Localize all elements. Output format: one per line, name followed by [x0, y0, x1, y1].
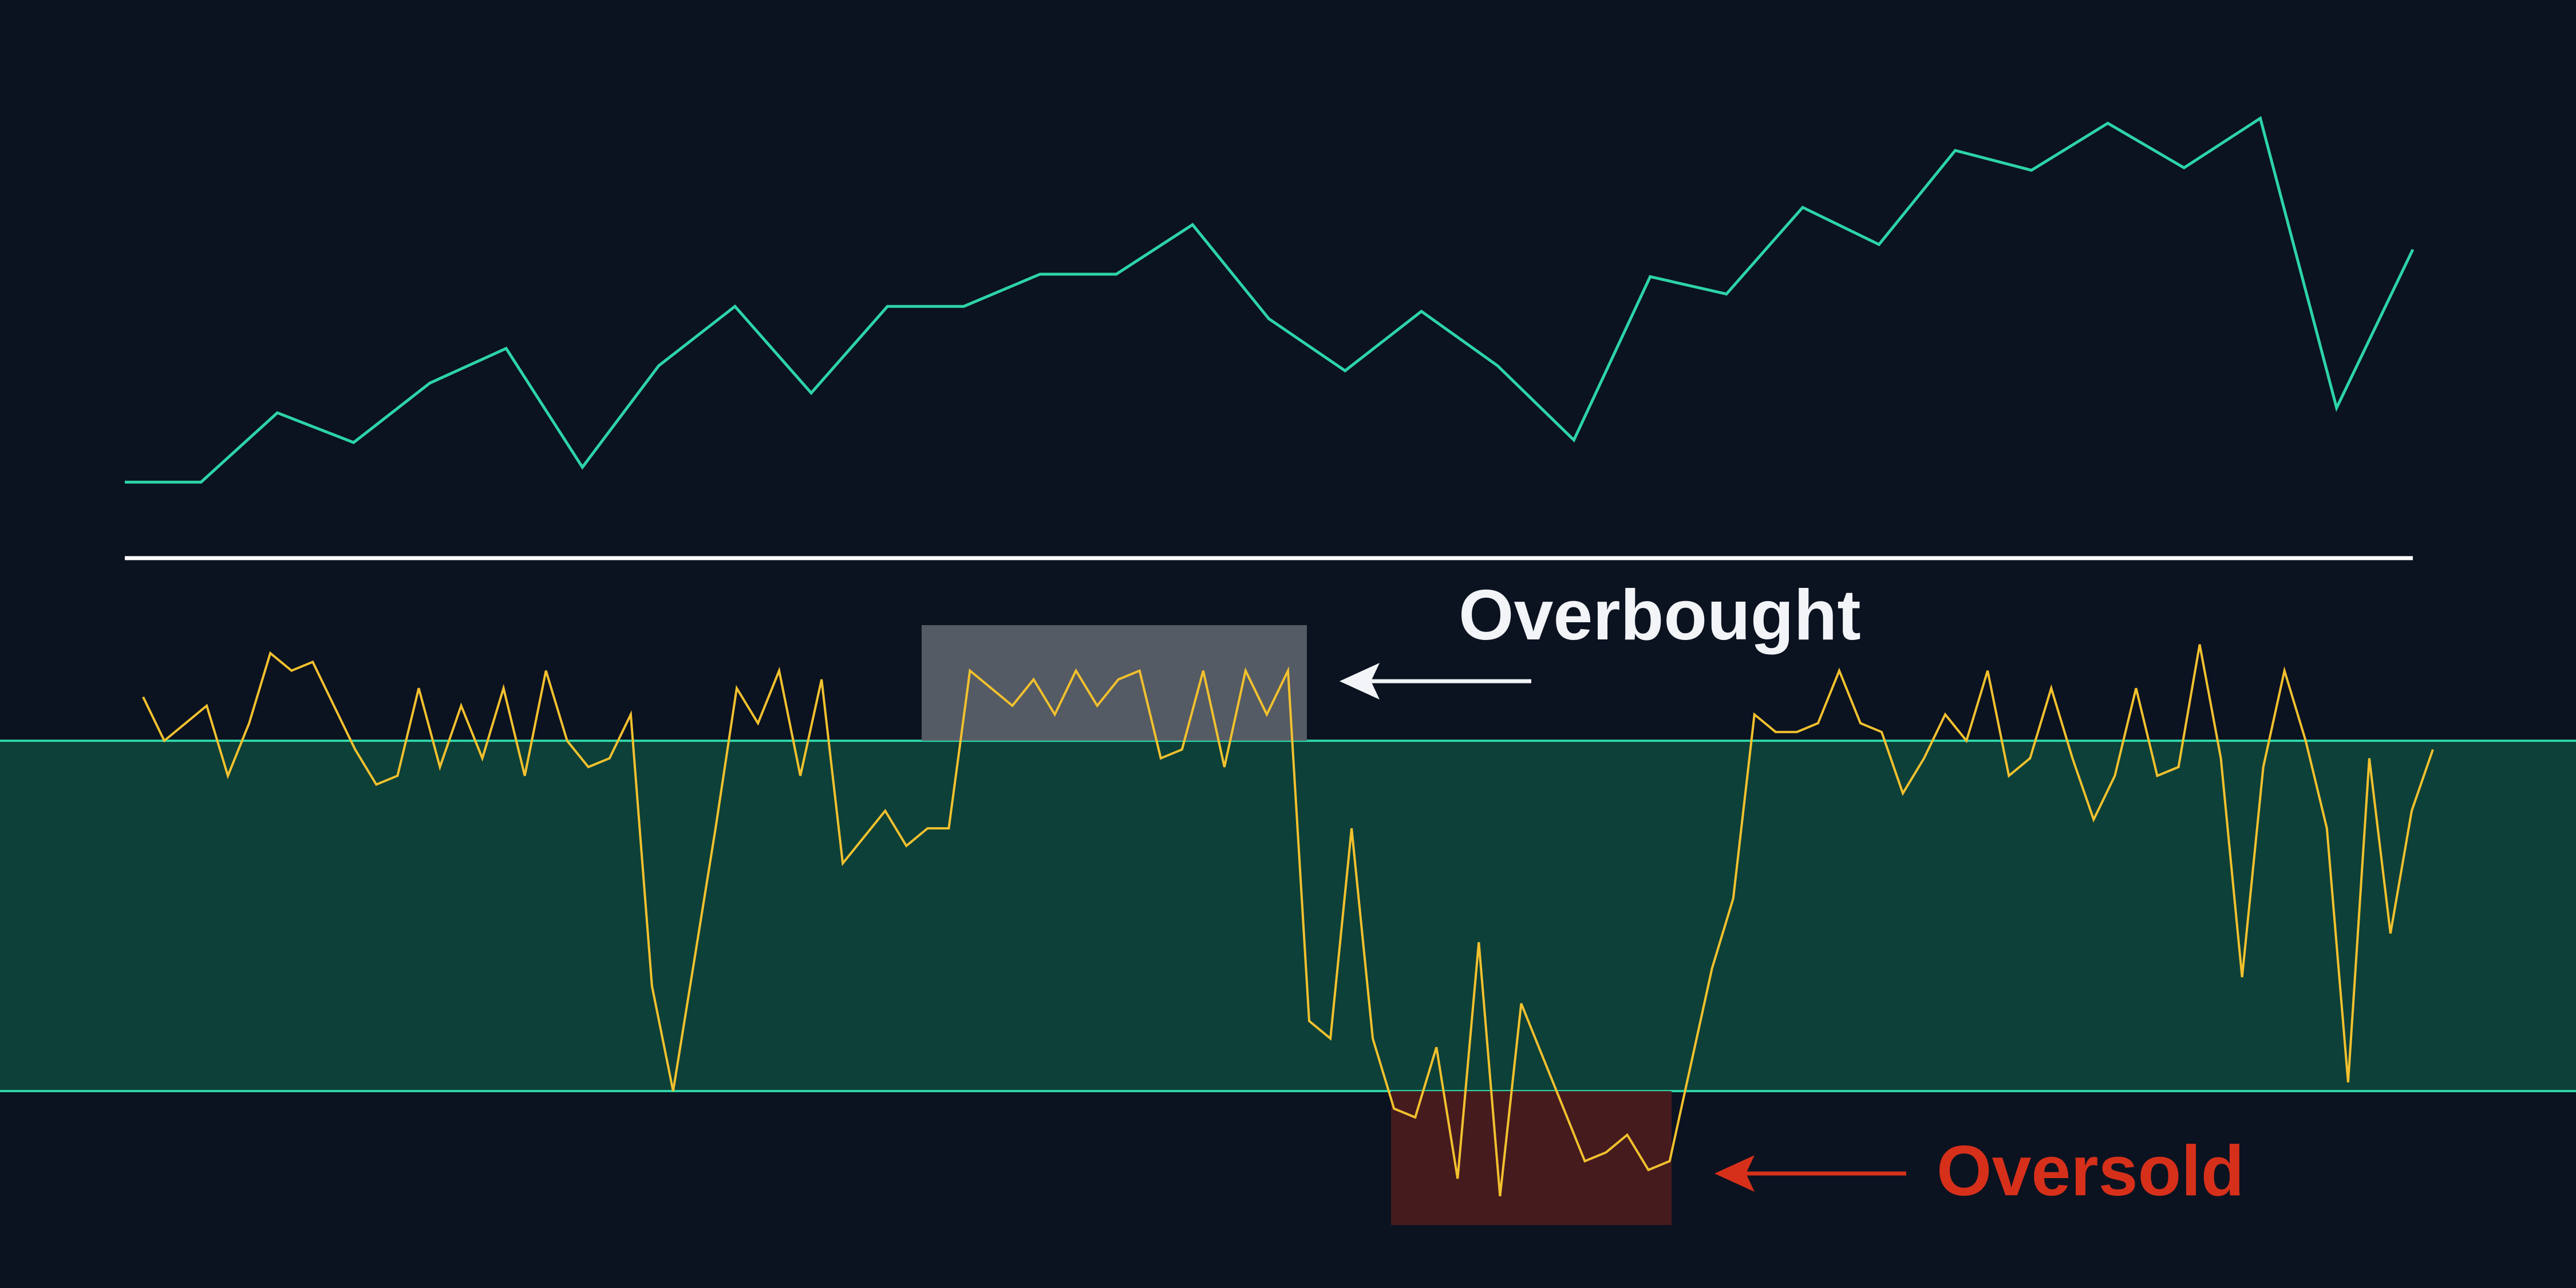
- rsi-line: [142, 644, 2434, 1196]
- overbought-arrow-head: [1340, 663, 1380, 700]
- oversold-highlight-box: [1391, 1091, 1672, 1225]
- oversold-annotation: Oversold: [1714, 1132, 2245, 1211]
- price-line: [125, 116, 2415, 484]
- rsi-neutral-band: [0, 741, 2576, 1091]
- oversold-label: Oversold: [1937, 1132, 2245, 1211]
- rsi-panel: [142, 644, 2434, 1196]
- overbought-annotation: Overbought: [1340, 576, 1861, 700]
- price-panel: [125, 116, 2415, 484]
- oversold-arrow-head: [1714, 1155, 1755, 1192]
- overbought-label: Overbought: [1459, 576, 1861, 655]
